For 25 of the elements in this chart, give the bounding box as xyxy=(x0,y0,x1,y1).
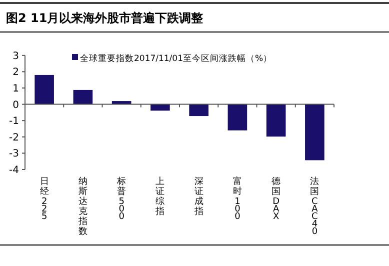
x-tick-label: 日经225 xyxy=(40,177,49,222)
x-tick-label: 深证成指 xyxy=(193,176,204,217)
y-tick-label: -3 xyxy=(9,148,19,160)
y-tick-label: 0 xyxy=(12,100,19,111)
x-tick-label: 上证综指 xyxy=(154,176,165,217)
bar xyxy=(34,74,54,104)
x-tick-label: 德国DAX xyxy=(272,176,281,222)
bar xyxy=(112,101,132,104)
bar xyxy=(305,104,324,160)
y-tick-label: -2 xyxy=(9,132,19,144)
bar xyxy=(266,104,286,137)
y-tick-label: 2 xyxy=(12,67,19,78)
bar xyxy=(73,90,93,104)
y-tick-label: 3 xyxy=(12,50,19,62)
y-tick-label: 1 xyxy=(12,84,19,94)
x-tick-label: 法国CAC40 xyxy=(310,176,320,237)
x-tick-label: 标普500 xyxy=(116,176,126,222)
chart-title: 图2 11月以来海外股市普遍下跌调整 xyxy=(6,11,204,25)
bar xyxy=(189,104,208,116)
legend-label: 全球重要指数2017/11/01至今区间涨跌幅（%） xyxy=(80,53,272,64)
y-tick-label: -4 xyxy=(9,165,19,176)
bar xyxy=(228,104,248,130)
y-tick-label: -1 xyxy=(9,116,19,128)
x-tick-label: 富时100 xyxy=(232,176,242,222)
x-tick-label: 纳斯达克指数 xyxy=(77,176,88,237)
